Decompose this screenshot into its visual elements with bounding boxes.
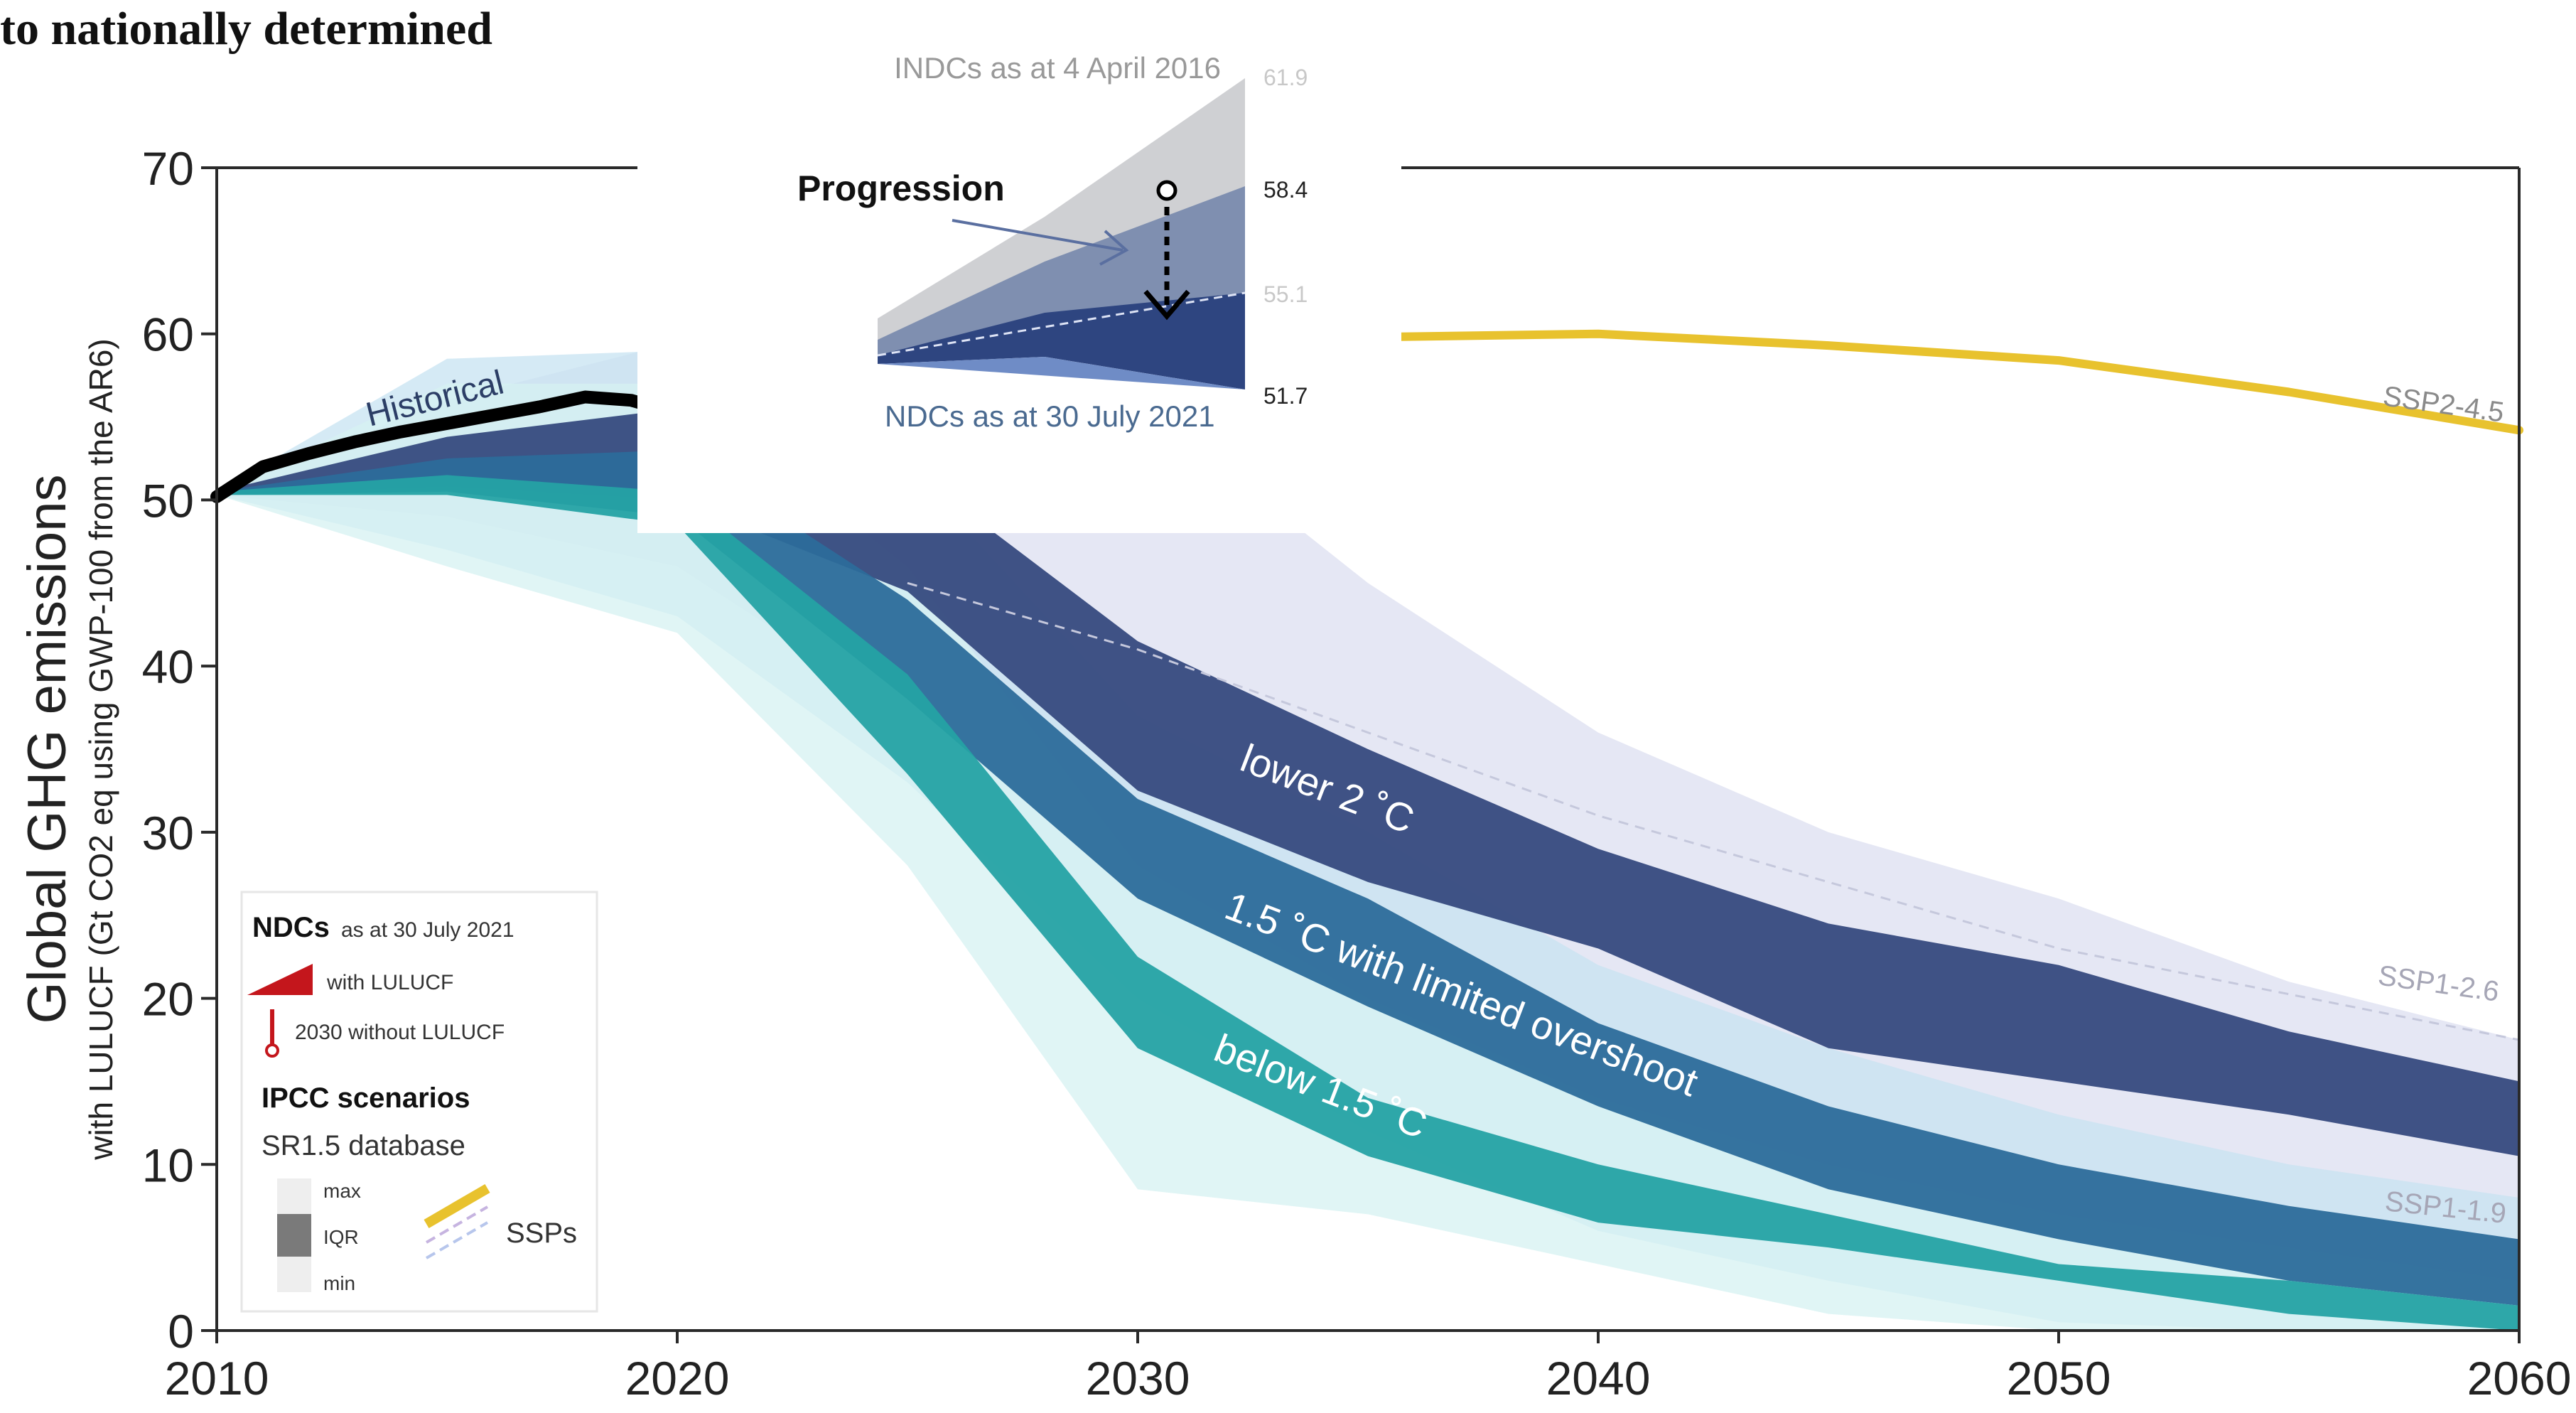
inset-pointer-line [952,219,1123,252]
y-axis-sublabel: with LULUCF (Gt CO2 eq using GWP-100 fro… [82,338,119,1161]
legend-ndcs-date: as at 30 July 2021 [341,918,514,942]
inset-indc-label: INDCs as at 4 April 2016 [894,51,1221,85]
legend-without-lulucf-marker [265,1043,279,1058]
legend-ndcs-title: NDCs [252,912,330,943]
y-axis-label: Global GHG emissions [17,475,77,1024]
legend-iqr-label: IQR [323,1226,359,1248]
y-tick-label: 20 [142,973,194,1026]
legend-with-lulucf-swatch [247,964,313,995]
scenario-bands [217,408,2519,1331]
inset-ndc-area [878,293,1245,389]
page-title-fragment: to nationally determined [0,3,492,55]
inset-value-58-4: 58.4 [1263,177,1308,203]
inset-pointer-head [1099,230,1129,266]
inset-progression-label: Progression [797,168,1005,208]
inset-ndc-label: NDCs as at 30 July 2021 [885,399,1215,433]
inset-value-61-9: 61.9 [1263,65,1308,90]
y-tick-label: 10 [142,1139,194,1191]
inset-value-strip [1245,0,1401,168]
legend-ssp-blue-line [425,1221,489,1259]
legend-min-label: min [323,1272,355,1294]
x-tick-label: 2050 [2007,1352,2111,1404]
y-tick-label: 0 [168,1305,194,1358]
legend-ipcc-title: IPCC scenarios [262,1082,470,1114]
ssp2-4-5-line [1364,329,2523,435]
x-tick-label: 2060 [2467,1352,2572,1404]
inset-indc-area [878,78,1245,340]
legend-db-label: SR1.5 database [262,1130,465,1161]
legend-with-lulucf: with LULUCF [326,971,453,994]
x-tick-label: 2040 [1546,1352,1651,1404]
lower-2-c-band [217,408,2519,1156]
y-tick-label: 50 [142,474,194,527]
x-tick-label: 2020 [625,1352,730,1404]
inset-value-55-1: 55.1 [1263,281,1308,307]
y-axis-ticks: 0 10 20 30 40 50 60 70 [142,142,217,1358]
y-tick-label: 60 [142,308,194,361]
legend-without-lulucf: 2030 without LULUCF [295,1021,505,1044]
y-tick-label: 40 [142,640,194,693]
legend-ssps-label: SSPs [506,1218,577,1249]
inset-arrow-head [1143,289,1190,321]
inset-ndc-lower-edge [878,357,1245,389]
inset-value-51-7: 51.7 [1263,383,1308,409]
legend-iqr-swatch [277,1214,311,1257]
1-5-c-with-limited-overshoot-band [217,450,2519,1306]
legend-ssp-yellow-line [424,1183,490,1229]
x-tick-label: 2030 [1086,1352,1190,1404]
legend-ssp-violet-line [425,1205,489,1244]
legend-min-swatch [277,1257,311,1292]
inset-panel: INDCs as at 4 April 2016 Progression NDC… [637,0,1401,533]
ssp126-dashed-line [907,581,2520,1041]
legend: NDCs as at 30 July 2021 with LULUCF 2030… [240,891,598,1313]
inset-marker [1156,180,1177,201]
legend-max-label: max [323,1180,361,1202]
inset-dashed-boundary [877,291,1246,357]
y-tick-label: 70 [142,142,194,195]
inset-progression-area [878,186,1245,355]
legend-max-swatch [277,1178,311,1214]
x-tick-label: 2010 [165,1352,269,1404]
x-axis-ticks: 2010 2020 2030 2040 2050 2060 [165,1331,2572,1404]
y-tick-label: 30 [142,807,194,859]
